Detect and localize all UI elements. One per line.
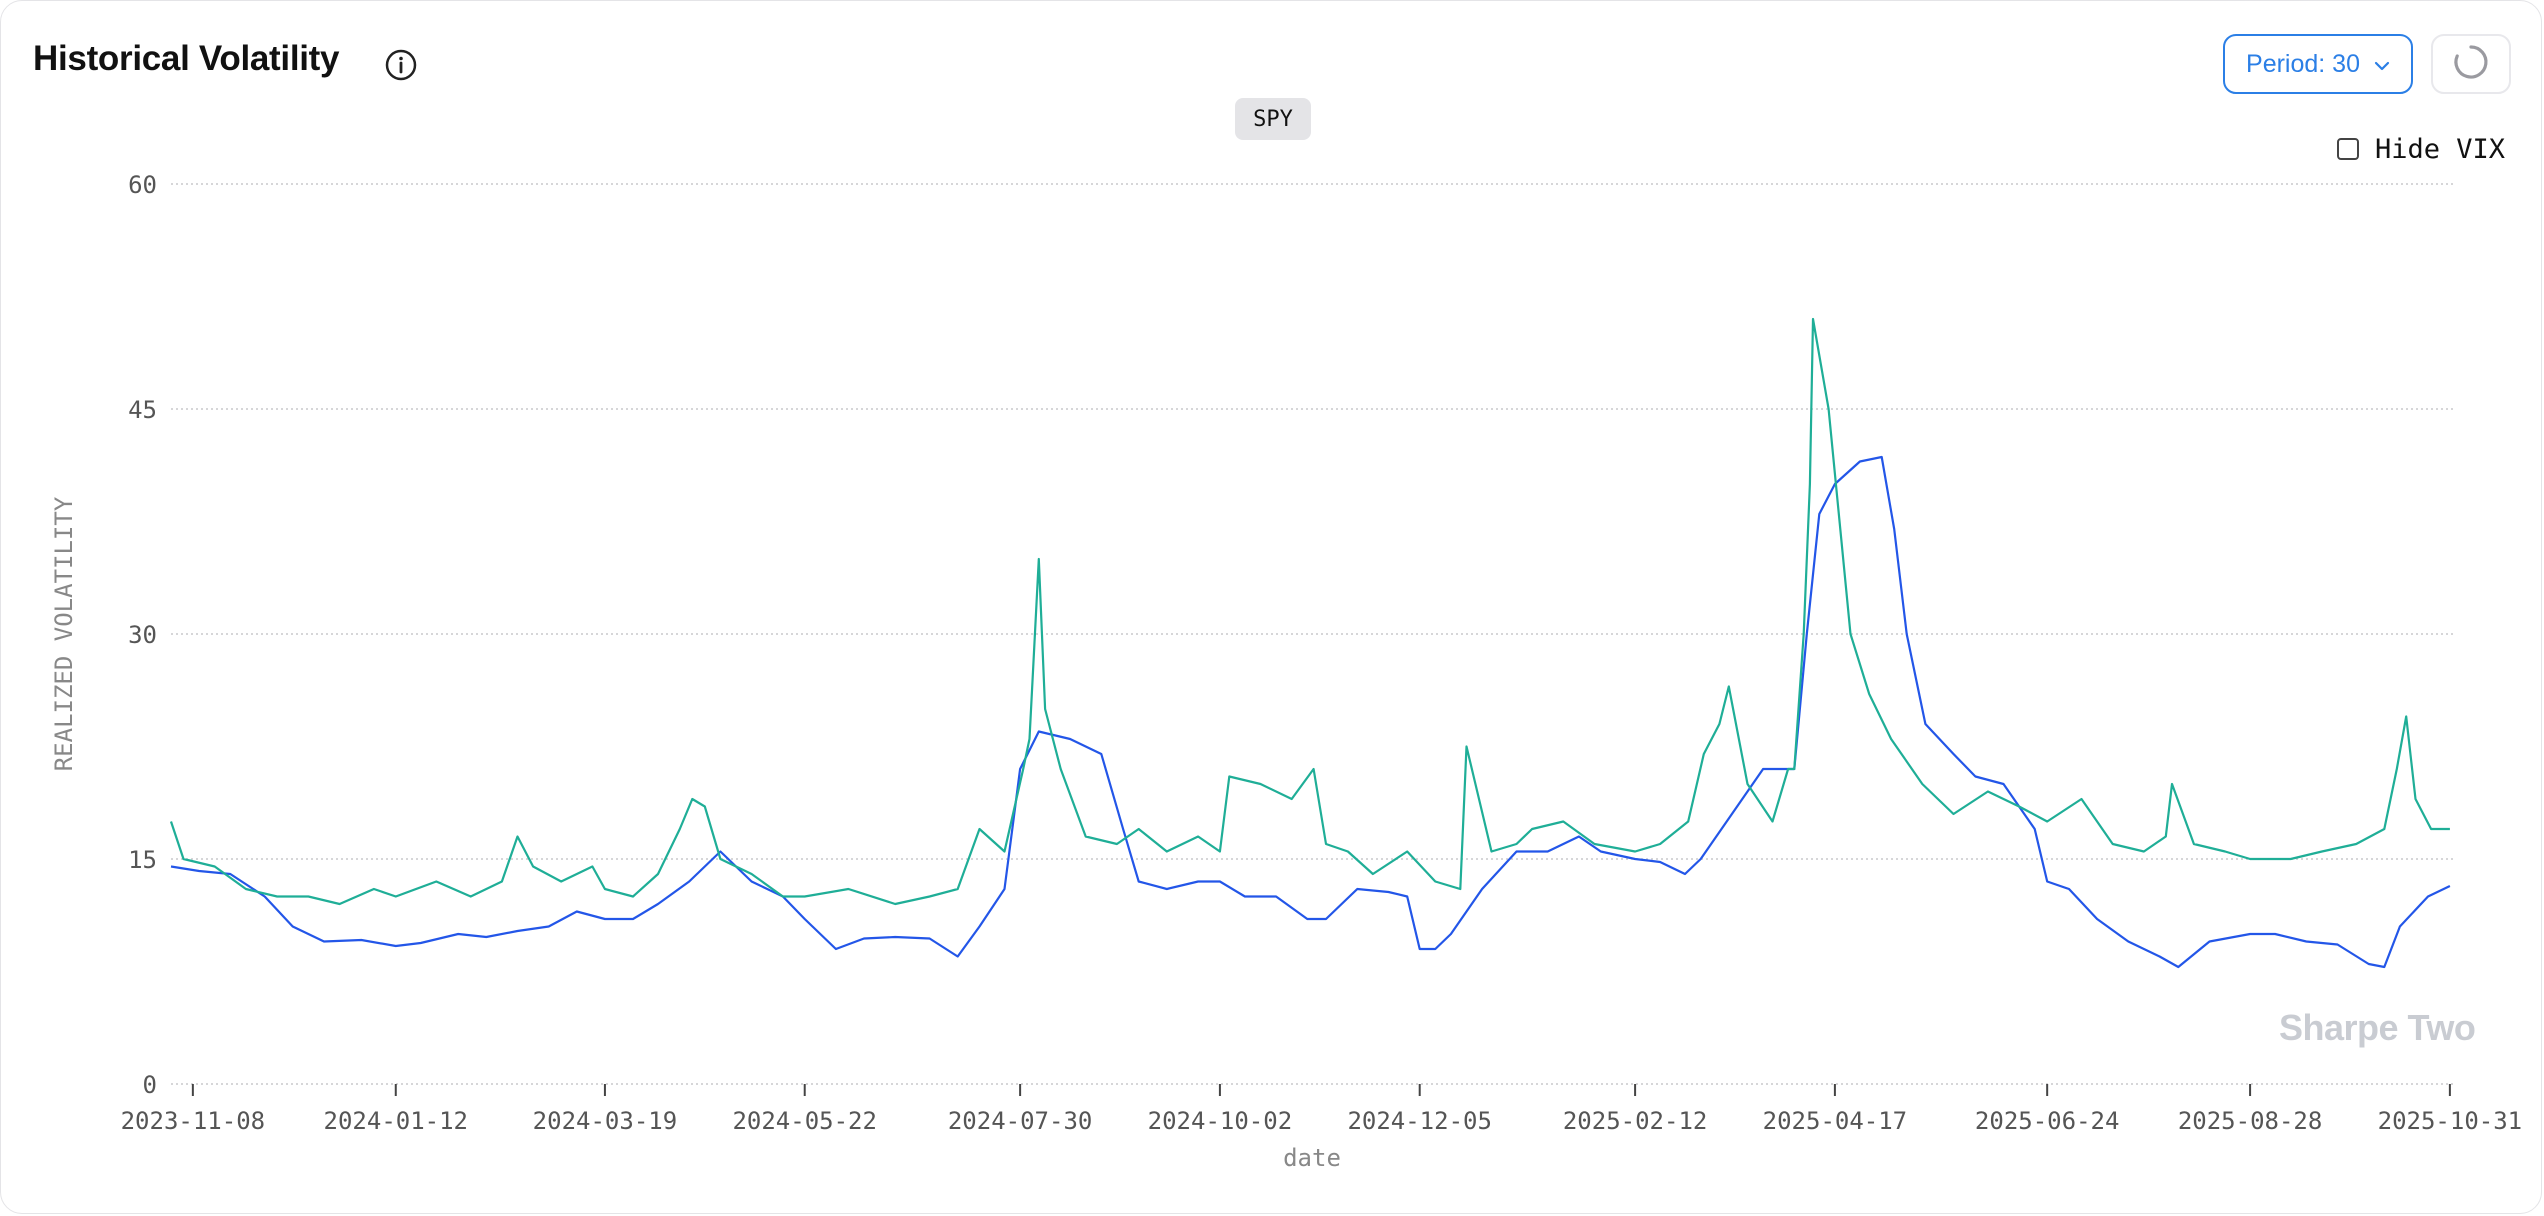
watermark-logo: Sharpe Two bbox=[2279, 1007, 2475, 1049]
y-tick-label: 0 bbox=[143, 1071, 157, 1099]
grid-layer bbox=[171, 184, 2453, 859]
x-tick-label: 2024-10-02 bbox=[1148, 1107, 1293, 1135]
x-tick-label: 2024-05-22 bbox=[732, 1107, 877, 1135]
y-tick-label: 15 bbox=[128, 846, 157, 874]
y-axis: 0 15 30 45 60 bbox=[128, 171, 157, 1099]
x-axis-label: date bbox=[1283, 1144, 1341, 1172]
x-tick-label: 2024-01-12 bbox=[324, 1107, 469, 1135]
y-tick-label: 30 bbox=[128, 621, 157, 649]
y-tick-label: 45 bbox=[128, 396, 157, 424]
y-tick-label: 60 bbox=[128, 171, 157, 199]
x-tick-label: 2025-10-31 bbox=[2378, 1107, 2523, 1135]
x-tick-label: 2025-08-28 bbox=[2178, 1107, 2323, 1135]
x-tick-label: 2025-06-24 bbox=[1975, 1107, 2120, 1135]
series-layer bbox=[171, 319, 2450, 967]
realized-volatility-line[interactable] bbox=[171, 457, 2450, 967]
x-tick-label: 2023-11-08 bbox=[121, 1107, 266, 1135]
y-axis-label: REALIZED VOLATILITY bbox=[50, 496, 78, 771]
x-tick-label: 2025-02-12 bbox=[1563, 1107, 1708, 1135]
x-tick-label: 2025-04-17 bbox=[1763, 1107, 1908, 1135]
vix-line[interactable] bbox=[171, 319, 2450, 904]
x-tick-label: 2024-03-19 bbox=[533, 1107, 678, 1135]
x-tick-label: 2024-07-30 bbox=[948, 1107, 1093, 1135]
x-tick-label: 2024-12-05 bbox=[1347, 1107, 1492, 1135]
x-axis: 2023-11-08 2024-01-12 2024-03-19 2024-05-22… bbox=[121, 1084, 2523, 1135]
